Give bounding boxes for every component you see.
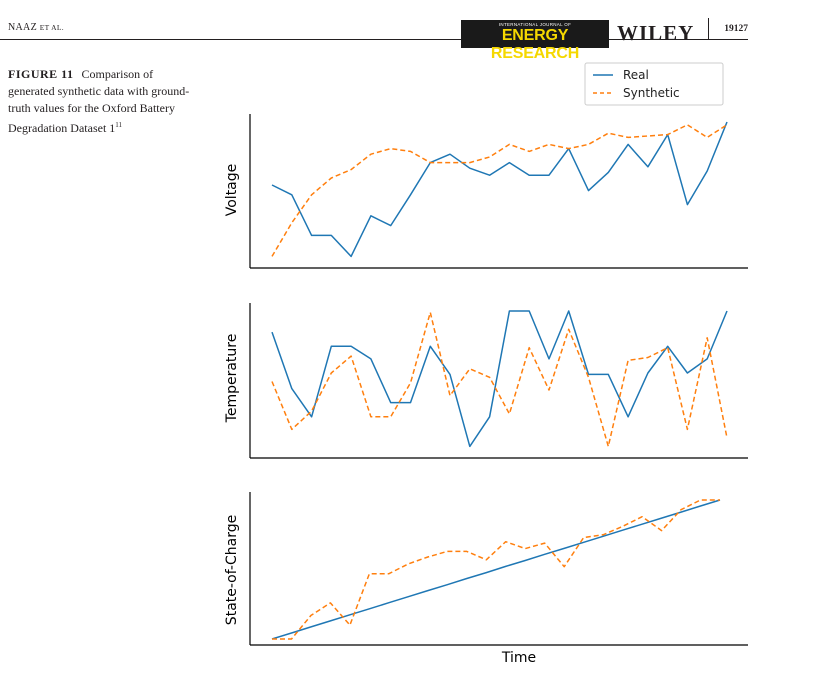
- publisher-logo: WILEY: [617, 21, 695, 45]
- x-axis-label: Time: [501, 650, 536, 666]
- legend-synthetic-label: Synthetic: [623, 86, 680, 100]
- series-line-real: [271, 121, 728, 258]
- page-number: 19127: [724, 24, 748, 34]
- chart-panel-2: Temperature: [224, 303, 748, 459]
- header-rule: [0, 39, 748, 40]
- journal-logo: INTERNATIONAL JOURNAL OF ENERGY RESEARCH: [461, 20, 609, 62]
- series-line-real: [271, 310, 728, 448]
- legend-real-label: Real: [623, 68, 649, 82]
- y-axis-label: State-of-Charge: [224, 515, 240, 625]
- legend: Real Synthetic: [584, 62, 724, 106]
- chart-panel-1: Voltage: [224, 114, 748, 269]
- figure-caption-text: Comparison of generated synthetic data w…: [8, 67, 190, 135]
- y-axis-label: Temperature: [224, 334, 240, 424]
- figure-caption: FIGURE 11 Comparison of generated synthet…: [8, 66, 198, 137]
- chart-panel-3: State-of-Charge Time: [224, 492, 748, 666]
- figure-caption-ref: 11: [115, 121, 123, 129]
- series-line-synthetic: [272, 499, 720, 640]
- running-head-authors: NAAZ ET AL.: [8, 22, 64, 33]
- journal-logo-title: ENERGY RESEARCH: [490, 27, 580, 62]
- legend-frame: [584, 62, 724, 106]
- journal-logo-subtitle: INTERNATIONAL JOURNAL OF: [498, 22, 572, 27]
- series-line-synthetic: [271, 124, 728, 257]
- series-line-real: [271, 499, 721, 640]
- series-line-synthetic: [271, 311, 728, 448]
- page-number-divider: [708, 18, 709, 40]
- y-axis-label: Voltage: [224, 164, 240, 217]
- figure-label: FIGURE 11: [8, 67, 74, 81]
